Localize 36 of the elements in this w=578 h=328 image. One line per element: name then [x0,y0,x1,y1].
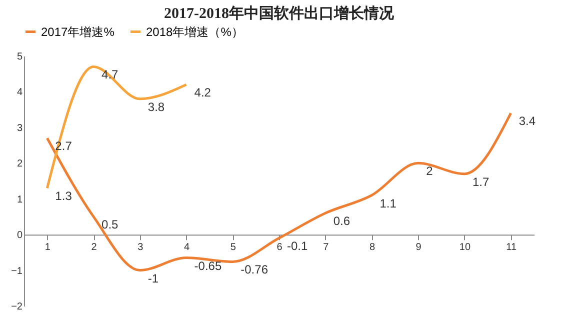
x-tick-label: 10 [459,242,471,254]
line-series [46,65,188,190]
x-tick-label: 1 [44,242,51,254]
data-label: 3.8 [148,100,165,114]
x-tick-label: 9 [416,242,422,254]
legend-label: 2018年增速（%） [146,24,244,39]
x-tick-label: 5 [230,242,236,254]
y-tick-label: −2 [11,302,23,312]
legend-label: 2017年增速% [41,24,115,39]
y-tick-label: −1 [11,266,23,277]
x-tick-label: 6 [276,242,283,254]
x-tick-label: 7 [323,242,330,254]
data-label: -1 [148,271,159,286]
y-tick-label: 2 [16,158,23,170]
chart-title: 2017-2018年中国软件出口增长情况 [164,5,395,22]
x-tick-label: 3 [138,242,144,254]
y-tick-label: 0 [16,230,23,242]
data-label: 3.4 [518,114,536,128]
y-tick-label: 1 [16,194,23,206]
data-label: 0.6 [333,214,350,228]
x-tick-label: 8 [369,242,376,254]
data-label: 1.7 [472,174,490,189]
y-tick-label: 3 [16,122,23,134]
y-tick-label: 5 [16,52,23,62]
x-tick-label: 4 [184,242,190,254]
data-label: 4.2 [194,86,212,100]
data-label: -0.1 [287,239,308,254]
data-label: 1.1 [380,196,397,210]
y-tick-label: 4 [16,87,23,98]
data-label: -0.76 [240,262,268,277]
data-label: 0.5 [102,218,119,232]
x-tick-label: 2 [91,242,98,254]
x-tick-label: 11 [506,242,517,254]
data-label: -0.65 [194,258,222,273]
data-label: 2 [426,164,434,178]
data-label: 1.3 [55,189,72,204]
